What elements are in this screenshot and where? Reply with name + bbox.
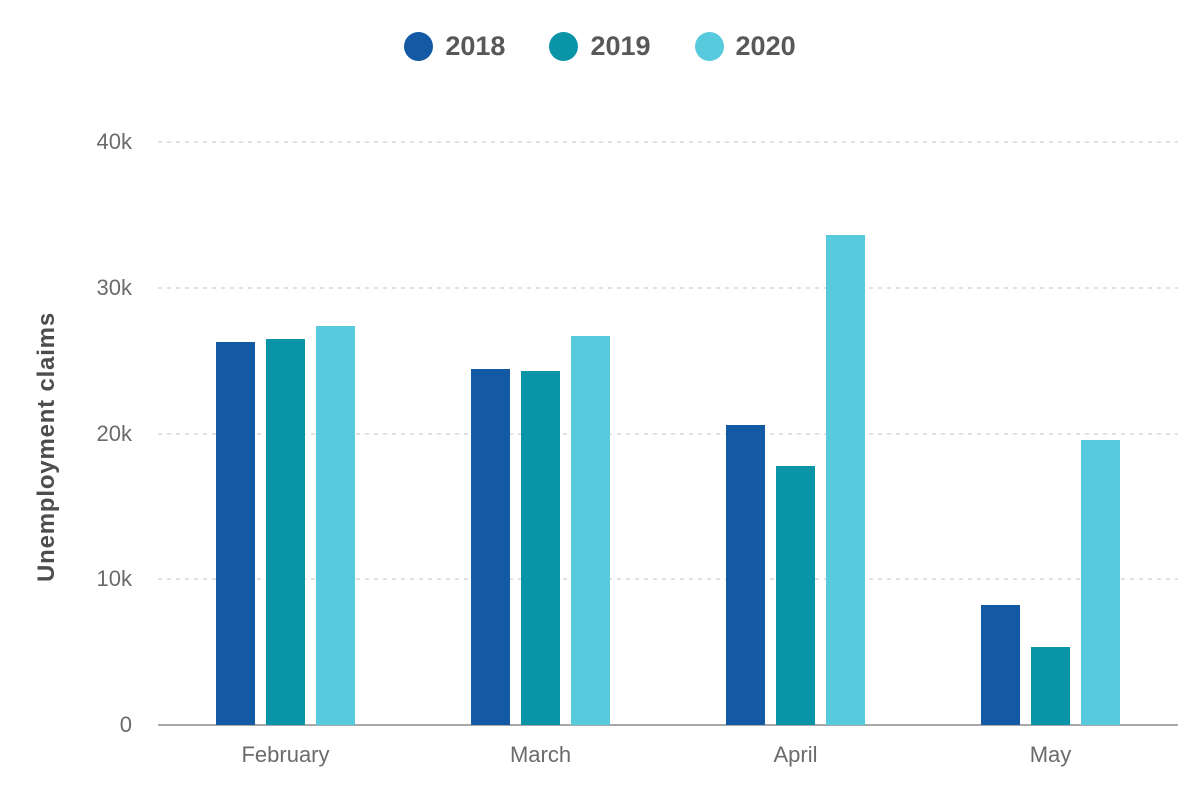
bar-group-april <box>726 235 865 725</box>
bar-2020-april <box>826 235 865 725</box>
bar-group-may <box>981 440 1120 725</box>
bar-2018-march <box>471 369 510 725</box>
gridline-40k <box>158 141 1178 143</box>
legend-item-2019: 2019 <box>549 31 651 61</box>
bar-2019-march <box>521 371 560 725</box>
y-tick-label: 0 <box>119 712 132 737</box>
gridline-10k <box>158 578 1178 581</box>
legend-label: 2018 <box>445 31 506 61</box>
bar-2018-april <box>726 425 765 725</box>
bar-2018-february <box>216 342 255 725</box>
y-tick-label: 10k <box>96 566 132 592</box>
legend-dot-icon <box>404 32 434 61</box>
gridline-20k <box>158 432 1178 435</box>
bar-2020-march <box>571 336 610 725</box>
y-tick-label: 30k <box>96 274 132 300</box>
x-axis-label-march: March <box>509 742 572 767</box>
x-axis-label-april: April <box>773 742 818 767</box>
x-axis-label-may: May <box>1029 742 1072 767</box>
x-axis-line <box>158 724 1178 726</box>
legend-label: 2019 <box>590 31 651 61</box>
bar-2019-april <box>776 466 815 725</box>
y-tick-label: 20k <box>96 420 132 446</box>
bar-2020-may <box>1081 440 1120 725</box>
x-axis-label-february: February <box>241 742 330 767</box>
bar-group-march <box>471 336 610 725</box>
legend-item-2020: 2020 <box>694 31 796 61</box>
y-tick-label: 40k <box>96 129 132 154</box>
bar-2019-february <box>266 339 305 725</box>
chart-legend: 2018 2019 2020 <box>0 32 1200 61</box>
legend-dot-icon <box>694 32 724 61</box>
legend-item-2018: 2018 <box>404 32 505 61</box>
bar-group-february <box>216 326 355 725</box>
bar-2020-february <box>316 326 355 725</box>
gridline-30k <box>158 286 1178 289</box>
legend-dot-icon <box>549 32 579 61</box>
bar-2018-may <box>981 605 1020 725</box>
bar-2019-may <box>1031 647 1070 725</box>
legend-label: 2020 <box>735 31 796 61</box>
